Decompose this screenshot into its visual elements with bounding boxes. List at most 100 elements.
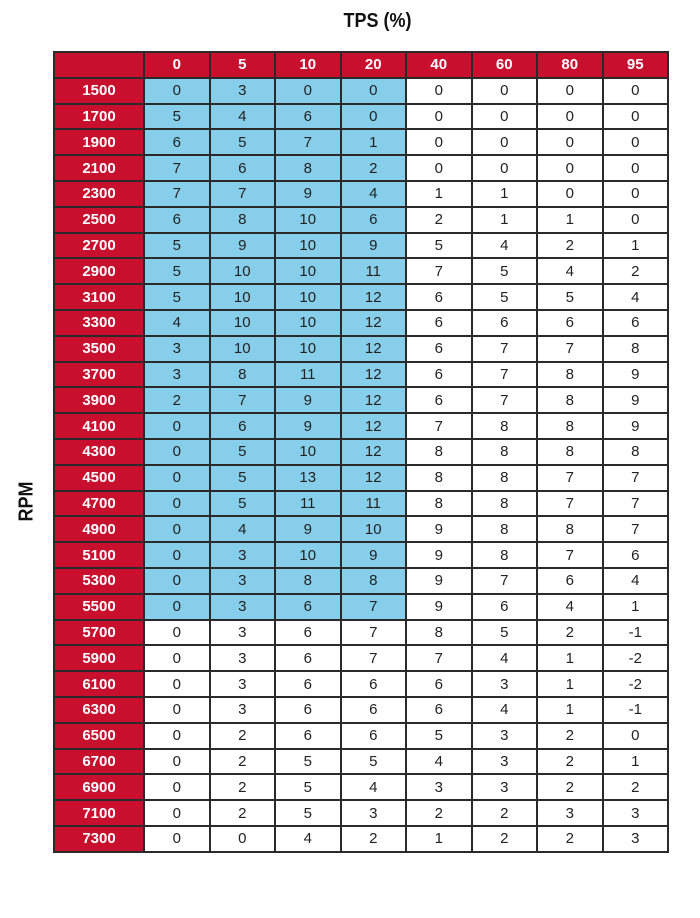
data-cell: 3 bbox=[601, 824, 669, 853]
data-cell: 5 bbox=[274, 747, 342, 776]
row-axis-title: RPM bbox=[15, 481, 38, 522]
data-cell: 0 bbox=[143, 566, 211, 595]
data-cell: 0 bbox=[470, 128, 538, 157]
table-row: 6900 0 2 5 4 3 3 2 2 bbox=[53, 773, 669, 802]
data-cell: 8 bbox=[405, 437, 473, 466]
table-row: 6300 0 3 6 6 6 4 1 -1 bbox=[53, 695, 669, 724]
table-row: 4100 0 6 9 12 7 8 8 9 bbox=[53, 412, 669, 440]
data-cell: 2 bbox=[208, 747, 276, 776]
data-cell: 2 bbox=[601, 773, 669, 802]
data-cell: 3 bbox=[143, 360, 211, 389]
data-cell: 8 bbox=[601, 334, 669, 363]
header-row: 0 5 10 20 40 60 80 95 bbox=[53, 51, 669, 79]
table-row: 5500 0 3 6 7 9 6 4 1 bbox=[53, 592, 669, 621]
data-cell: 9 bbox=[601, 412, 669, 440]
data-cell: 12 bbox=[339, 412, 407, 440]
data-cell: 9 bbox=[405, 566, 473, 595]
data-cell: 1 bbox=[536, 670, 604, 698]
data-cell: 0 bbox=[143, 618, 211, 647]
row-header: 6900 bbox=[53, 773, 145, 802]
data-cell: 0 bbox=[601, 721, 669, 750]
data-cell: 5 bbox=[470, 618, 538, 647]
data-cell: 0 bbox=[601, 128, 669, 157]
data-cell: 7 bbox=[470, 334, 538, 363]
data-cell: 0 bbox=[143, 721, 211, 750]
data-cell: 5 bbox=[143, 257, 211, 286]
data-cell: 0 bbox=[143, 695, 211, 724]
column-header: 60 bbox=[470, 51, 538, 79]
data-cell: 1 bbox=[470, 205, 538, 234]
data-cell: 6 bbox=[208, 154, 276, 182]
column-header: 20 bbox=[339, 51, 407, 79]
table-row: 2700 5 9 10 9 5 4 2 1 bbox=[53, 231, 669, 260]
row-header: 2900 bbox=[53, 257, 145, 286]
data-cell: 1 bbox=[536, 695, 604, 724]
data-cell: 1 bbox=[601, 592, 669, 621]
data-cell: 2 bbox=[208, 773, 276, 802]
data-cell: 2 bbox=[536, 721, 604, 750]
row-header: 2300 bbox=[53, 179, 145, 208]
data-cell: 2 bbox=[470, 824, 538, 853]
data-cell: 0 bbox=[405, 102, 473, 131]
data-cell: 0 bbox=[405, 128, 473, 157]
data-cell: 2 bbox=[405, 205, 473, 234]
data-cell: 10 bbox=[274, 231, 342, 260]
data-cell: 8 bbox=[274, 566, 342, 595]
data-cell: 6 bbox=[405, 360, 473, 389]
data-cell: 0 bbox=[143, 799, 211, 827]
data-cell: 1 bbox=[601, 747, 669, 776]
data-cell: 8 bbox=[405, 489, 473, 518]
data-cell: 10 bbox=[274, 437, 342, 466]
data-cell: 0 bbox=[536, 128, 604, 157]
data-cell: 9 bbox=[339, 231, 407, 260]
table-row: 5900 0 3 6 7 7 4 1 -2 bbox=[53, 644, 669, 673]
data-cell: 2 bbox=[536, 231, 604, 260]
data-cell: 2 bbox=[536, 618, 604, 647]
row-header: 4900 bbox=[53, 515, 145, 544]
data-cell: 6 bbox=[405, 334, 473, 363]
data-cell: 9 bbox=[208, 231, 276, 260]
data-cell: 8 bbox=[470, 463, 538, 492]
data-cell: 2 bbox=[208, 799, 276, 827]
data-cell: 5 bbox=[405, 721, 473, 750]
data-cell: 4 bbox=[405, 747, 473, 776]
data-cell: 8 bbox=[405, 463, 473, 492]
row-header: 5100 bbox=[53, 541, 145, 569]
data-cell: 0 bbox=[143, 76, 211, 105]
data-cell: 7 bbox=[470, 386, 538, 415]
data-cell: 2 bbox=[601, 257, 669, 286]
data-cell: 7 bbox=[601, 515, 669, 544]
table-row: 3500 3 10 10 12 6 7 7 8 bbox=[53, 334, 669, 363]
data-cell: 12 bbox=[339, 386, 407, 415]
table-row: 3700 3 8 11 12 6 7 8 9 bbox=[53, 360, 669, 389]
row-header: 2700 bbox=[53, 231, 145, 260]
data-cell: 10 bbox=[274, 205, 342, 234]
table-row: 2900 5 10 10 11 7 5 4 2 bbox=[53, 257, 669, 286]
data-cell: 11 bbox=[339, 257, 407, 286]
data-cell: 0 bbox=[143, 412, 211, 440]
table-row: 3300 4 10 10 12 6 6 6 6 bbox=[53, 308, 669, 337]
data-cell: 4 bbox=[208, 102, 276, 131]
table-row: 4700 0 5 11 11 8 8 7 7 bbox=[53, 489, 669, 518]
data-cell: 3 bbox=[208, 695, 276, 724]
data-cell: 5 bbox=[208, 489, 276, 518]
row-header: 1700 bbox=[53, 102, 145, 131]
row-header: 5500 bbox=[53, 592, 145, 621]
data-cell: 1 bbox=[470, 179, 538, 208]
data-cell: 3 bbox=[208, 644, 276, 673]
data-cell: 8 bbox=[208, 360, 276, 389]
data-cell: 10 bbox=[274, 334, 342, 363]
data-cell: 6 bbox=[274, 670, 342, 698]
data-cell: 4 bbox=[470, 695, 538, 724]
data-cell: 3 bbox=[470, 747, 538, 776]
data-cell: 2 bbox=[339, 154, 407, 182]
data-cell: 0 bbox=[601, 179, 669, 208]
table-row: 5300 0 3 8 8 9 7 6 4 bbox=[53, 566, 669, 595]
data-cell: 3 bbox=[208, 566, 276, 595]
data-cell: 0 bbox=[143, 592, 211, 621]
data-cell: 0 bbox=[536, 102, 604, 131]
data-cell: 6 bbox=[405, 386, 473, 415]
data-cell: 0 bbox=[601, 154, 669, 182]
data-cell: -2 bbox=[601, 670, 669, 698]
data-cell: 6 bbox=[536, 308, 604, 337]
